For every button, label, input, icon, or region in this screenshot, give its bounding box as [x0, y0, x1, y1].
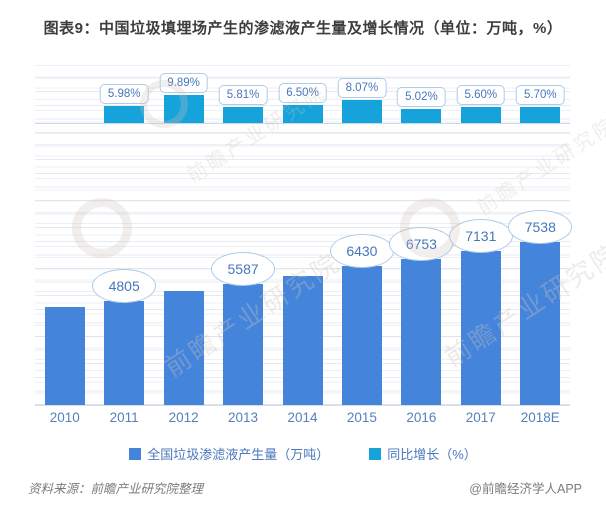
- x-axis-label: 2018E: [520, 410, 560, 425]
- production-bar: [163, 290, 204, 405]
- x-axis-label: 2015: [346, 410, 377, 425]
- chart-title: 图表9：中国垃圾填埋场产生的渗滤液产生量及增长情况（单位：万吨，%）: [43, 20, 563, 37]
- legend-item-production: 全国垃圾渗滤液产生量（万吨）: [129, 444, 329, 463]
- x-axis-line: [35, 405, 570, 406]
- production-bar: [104, 301, 145, 405]
- x-axis-label: 2010: [49, 410, 80, 425]
- growth-label-callout: 5.98%: [99, 84, 149, 105]
- plot-area: 5.98% 4805 9.89% 5.81% 5587 6.50% 8.07% 6430 5.0…: [35, 65, 573, 406]
- legend-label-production: 全国垃圾渗滤液产生量（万吨）: [147, 447, 330, 462]
- production-bar: [520, 242, 561, 405]
- footer-credit: @前瞻经济学人APP: [469, 482, 582, 496]
- growth-bar: [520, 106, 561, 123]
- value-callout: 7538: [508, 210, 573, 244]
- growth-label-callout: 9.89%: [159, 73, 208, 93]
- x-axis-label: 2014: [287, 410, 318, 425]
- x-axis-label: 2011: [109, 410, 139, 425]
- growth-bar: [401, 108, 442, 123]
- growth-label-callout: 6.50%: [278, 82, 327, 103]
- growth-label-callout: 5.81%: [218, 84, 268, 105]
- secondary-axis-baseline: [35, 123, 570, 124]
- growth-bar: [341, 100, 382, 123]
- x-axis-label: 2016: [406, 410, 437, 425]
- production-bar: [460, 250, 501, 405]
- growth-bar: [460, 107, 501, 123]
- production-bar: [44, 307, 85, 405]
- growth-label-callout: 8.07%: [337, 78, 387, 99]
- legend-label-growth: 同比增长（%）: [387, 447, 477, 462]
- production-bar: [341, 266, 382, 405]
- growth-label-callout: 5.70%: [515, 84, 565, 105]
- growth-bar: [282, 104, 323, 123]
- production-bar: [223, 284, 264, 405]
- footer-source: 资料来源：前瞻产业研究院整理: [28, 482, 204, 496]
- growth-bar: [223, 106, 264, 123]
- x-axis: 2010 2011 2012 2013 2014 2015 2016 2017 2018E: [35, 410, 570, 425]
- growth-label-callout: 5.60%: [456, 85, 506, 106]
- value-callout: 7131: [448, 218, 513, 253]
- growth-label-callout: 5.02%: [397, 86, 446, 107]
- value-callout: 4805: [92, 269, 157, 304]
- value-callout: 6753: [389, 227, 454, 261]
- production-bar: [401, 259, 442, 405]
- value-callout: 5587: [211, 252, 276, 287]
- legend: 全国垃圾渗滤液产生量（万吨） 同比增长（%）: [0, 444, 606, 463]
- x-axis-label: 2013: [228, 410, 259, 425]
- growth-bar: [104, 106, 145, 123]
- production-bar: [282, 276, 323, 405]
- growth-bar: [163, 95, 204, 123]
- legend-marker-growth-icon: [369, 447, 382, 460]
- value-callout: 6430: [329, 234, 394, 268]
- x-axis-label: 2017: [465, 410, 496, 425]
- x-axis-label: 2012: [168, 410, 199, 425]
- legend-item-growth: 同比增长（%）: [369, 444, 477, 463]
- legend-marker-production-icon: [129, 447, 142, 460]
